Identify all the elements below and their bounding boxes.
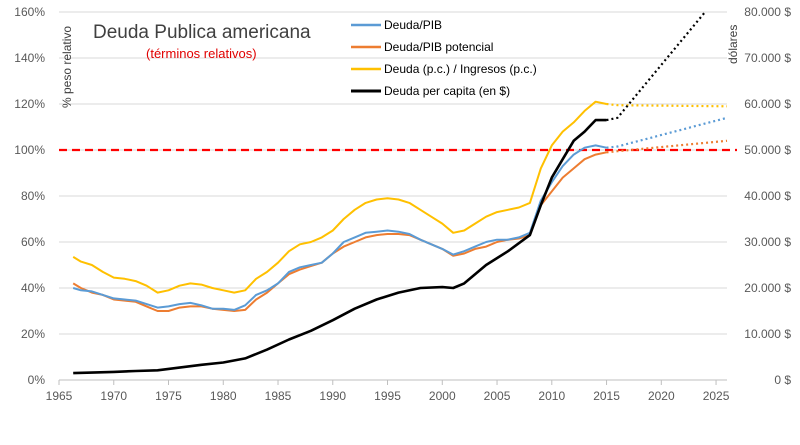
y-left-tick-label: 120%	[14, 97, 45, 111]
x-tick-label: 2010	[538, 389, 565, 403]
series-line-deuda-per-capita-en	[73, 118, 607, 375]
y-left-axis-title: % peso relativo	[60, 26, 74, 108]
y-left-tick-label: 140%	[14, 51, 45, 65]
y-right-tick-label: 20.000 $	[744, 281, 791, 295]
x-tick-label: 2000	[429, 389, 456, 403]
y-right-tick-label: 50.000 $	[744, 143, 791, 157]
y-right-tick-label: 40.000 $	[744, 189, 791, 203]
y-left-tick-label: 160%	[14, 5, 45, 19]
y-left-tick-label: 40%	[21, 281, 45, 295]
x-tick-label: 1990	[319, 389, 346, 403]
y-right-tick-label: 80.000 $	[744, 5, 791, 19]
y-left-tick-label: 0%	[28, 373, 46, 387]
series-forecast-deuda-p-c-ingresos-p-c	[606, 102, 728, 108]
x-tick-label: 1965	[46, 389, 73, 403]
y-right-tick-label: 10.000 $	[744, 327, 791, 341]
y-right-tick-label: 60.000 $	[744, 97, 791, 111]
series-forecast-deuda-pib-potencial	[606, 139, 728, 154]
series-forecast-deuda-pib	[606, 116, 728, 149]
legend-label: Deuda (p.c.) / Ingresos (p.c.)	[384, 62, 537, 76]
chart-title: Deuda Publica americana	[93, 22, 311, 43]
y-left-tick-label: 100%	[14, 143, 45, 157]
x-tick-label: 1995	[374, 389, 401, 403]
y-left-tick-labels: 0% 20% 40% 60% 80% 100% 120% 140% 160%	[14, 5, 45, 387]
y-right-tick-label: 0 $	[774, 373, 791, 387]
series-line-deuda-pib-potencial	[72, 151, 607, 312]
y-left-tick-label: 80%	[21, 189, 45, 203]
y-right-tick-label: 30.000 $	[744, 235, 791, 249]
y-right-tick-label: 70.000 $	[744, 51, 791, 65]
chart-subtitle: (términos relativos)	[146, 46, 257, 61]
series-layer	[72, 11, 728, 375]
x-tick-label: 2005	[484, 389, 511, 403]
y-right-tick-labels: 0 $ 10.000 $ 20.000 $ 30.000 $ 40.000 $ 50.00…	[744, 5, 791, 387]
x-tick-label: 1970	[100, 389, 127, 403]
series-line-deuda-p-c-ingresos-p-c	[72, 100, 607, 294]
x-tick-labels: 1965 1970 1975 1980 1985 1990 1995 2000 2005 2010…	[46, 380, 730, 403]
x-tick-label: 1975	[155, 389, 182, 403]
series-line-deuda-pib	[72, 144, 607, 311]
x-tick-label: 1985	[265, 389, 292, 403]
y-right-axis-title: dólares	[726, 25, 740, 64]
series-forecast-deuda-per-capita-en	[606, 11, 706, 122]
y-left-tick-label: 60%	[21, 235, 45, 249]
y-left-tick-label: 20%	[21, 327, 45, 341]
legend-label: Deuda per capita (en $)	[384, 84, 510, 98]
x-tick-label: 2025	[703, 389, 730, 403]
legend: Deuda/PIB Deuda/PIB potencial Deuda (p.c.)…	[351, 18, 537, 98]
x-tick-label: 1980	[210, 389, 237, 403]
legend-label: Deuda/PIB potencial	[384, 40, 493, 54]
x-tick-label: 2015	[593, 389, 620, 403]
x-tick-label: 2020	[648, 389, 675, 403]
legend-label: Deuda/PIB	[384, 18, 442, 32]
